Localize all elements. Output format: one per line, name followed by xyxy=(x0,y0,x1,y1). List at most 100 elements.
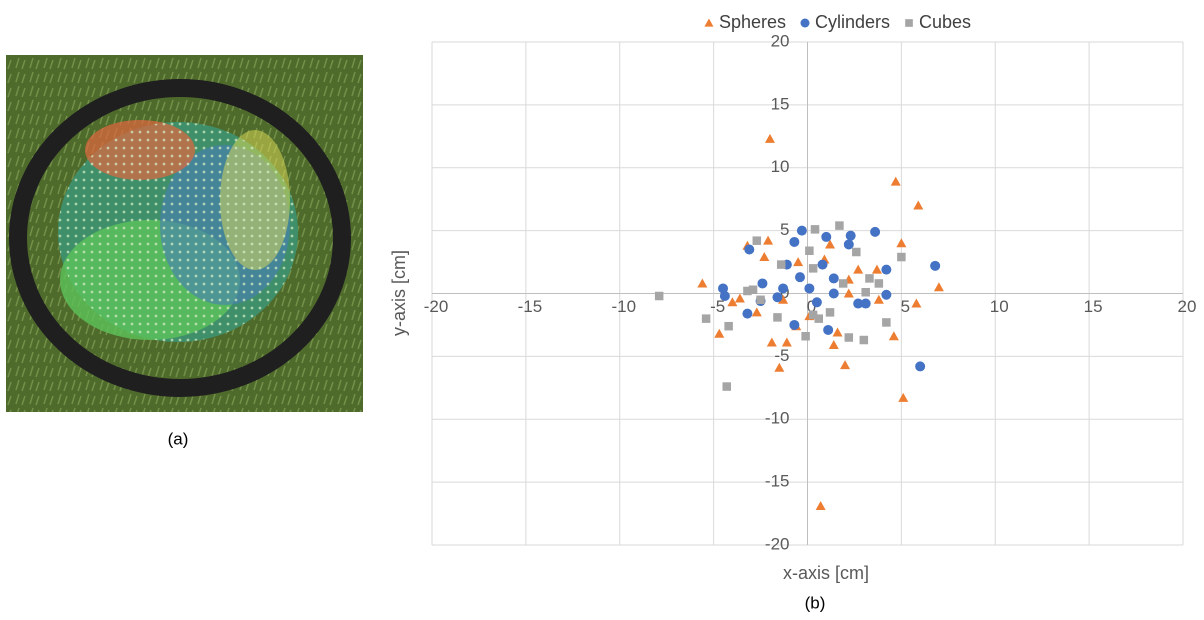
marker-square xyxy=(808,310,818,320)
legend: Spheres Cylinders Cubes xyxy=(704,12,971,32)
marker-square xyxy=(865,274,874,283)
marker-square xyxy=(835,221,844,230)
y-axis-label: y-axis [cm] xyxy=(389,250,409,336)
marker-square xyxy=(852,247,861,257)
marker-circle xyxy=(796,225,807,236)
marker-triangle xyxy=(832,327,843,337)
marker-circle xyxy=(744,244,755,255)
marker-circle xyxy=(915,361,926,372)
marker-triangle xyxy=(763,235,774,245)
x-tick-label: 15 xyxy=(1084,297,1103,316)
x-tick-label: -15 xyxy=(518,297,543,316)
marker-circle xyxy=(821,231,832,242)
ring xyxy=(9,79,351,397)
marker-square xyxy=(861,287,870,297)
marker-square xyxy=(748,285,758,294)
y-tick-label: 10 xyxy=(771,157,790,176)
marker-triangle xyxy=(933,282,944,292)
photo xyxy=(6,55,363,412)
marker-square xyxy=(905,19,913,27)
marker-circle xyxy=(757,278,768,289)
marker-circle xyxy=(778,283,789,294)
marker-triangle xyxy=(727,297,738,307)
marker-circle xyxy=(845,230,856,241)
x-tick-label: -20 xyxy=(424,297,449,316)
marker-circle xyxy=(718,283,729,294)
marker-square xyxy=(722,382,732,391)
caption-a: (a) xyxy=(168,429,189,448)
marker-circle xyxy=(828,273,839,284)
marker-circle xyxy=(860,298,871,309)
marker-circle xyxy=(811,297,822,308)
marker-square xyxy=(859,335,869,345)
marker-triangle xyxy=(825,239,836,249)
marker-triangle xyxy=(778,294,789,304)
marker-circle xyxy=(823,324,834,335)
y-tick-label: 5 xyxy=(780,220,789,239)
y-tick-label: -20 xyxy=(765,534,790,553)
marker-triangle xyxy=(871,264,882,274)
marker-square xyxy=(897,252,906,262)
y-tick-label: -5 xyxy=(774,346,789,365)
marker-triangle xyxy=(781,337,792,347)
x-tick-label: -5 xyxy=(710,297,725,316)
x-tick-label: 0 xyxy=(807,297,816,316)
x-tick-label: 5 xyxy=(901,297,910,316)
series xyxy=(654,221,906,391)
series xyxy=(697,133,944,511)
marker-square xyxy=(701,314,711,323)
marker-circle xyxy=(817,259,828,270)
marker-circle xyxy=(719,291,730,302)
x-tick-label: -10 xyxy=(611,297,636,316)
marker-triangle xyxy=(697,278,708,288)
legend-label: Spheres xyxy=(719,12,786,32)
marker-square xyxy=(808,264,818,273)
marker-square xyxy=(825,308,835,317)
marker-square xyxy=(810,225,820,234)
marker-square xyxy=(805,246,814,255)
series xyxy=(718,225,941,372)
marker-triangle xyxy=(828,340,839,350)
legend-label: Cubes xyxy=(919,12,971,32)
marker-square xyxy=(874,279,884,288)
marker-triangle xyxy=(751,307,762,317)
marker-square xyxy=(801,332,810,341)
x-axis-label: x-axis [cm] xyxy=(783,563,869,583)
marker-triangle xyxy=(888,331,899,341)
marker-triangle xyxy=(911,298,922,308)
marker-square xyxy=(724,321,733,331)
marker-square xyxy=(773,313,782,322)
marker-square xyxy=(844,333,854,342)
marker-triangle xyxy=(853,264,864,274)
marker-triangle xyxy=(774,362,785,372)
marker-circle xyxy=(853,298,864,309)
legend-label: Cylinders xyxy=(815,12,890,32)
marker-triangle xyxy=(764,133,775,143)
marker-square xyxy=(654,291,664,301)
marker-circle xyxy=(772,292,783,303)
marker-circle xyxy=(789,236,800,247)
marker-triangle xyxy=(913,200,924,210)
marker-triangle xyxy=(815,501,826,511)
marker-triangle xyxy=(704,18,714,27)
marker-circle xyxy=(881,264,892,275)
marker-square xyxy=(756,295,765,305)
marker-square xyxy=(776,260,786,269)
x-tick-label: 10 xyxy=(990,297,1009,316)
x-tick-label: 20 xyxy=(1178,297,1197,316)
marker-circle xyxy=(843,239,854,250)
marker-triangle xyxy=(898,392,909,402)
marker-triangle xyxy=(843,288,854,298)
marker-circle xyxy=(930,260,941,271)
marker-triangle xyxy=(873,294,884,304)
marker-triangle xyxy=(896,238,907,248)
marker-triangle xyxy=(734,293,745,303)
y-tick-label: 15 xyxy=(771,94,790,113)
marker-triangle xyxy=(714,328,725,338)
marker-square xyxy=(743,286,752,296)
marker-triangle xyxy=(890,176,901,186)
y-tick-label: -15 xyxy=(765,472,790,491)
